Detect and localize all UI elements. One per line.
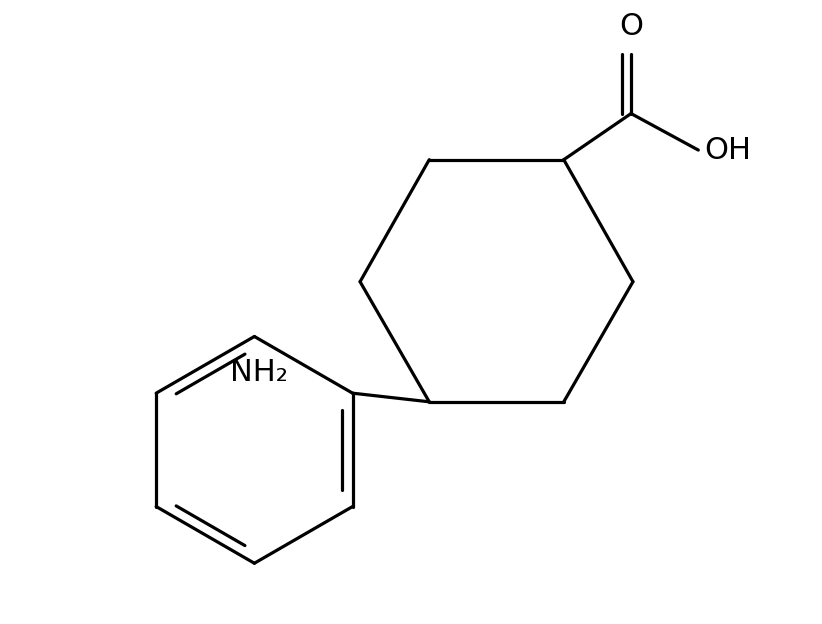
Text: OH: OH xyxy=(704,135,751,165)
Text: O: O xyxy=(619,11,643,41)
Text: NH₂: NH₂ xyxy=(230,358,289,387)
